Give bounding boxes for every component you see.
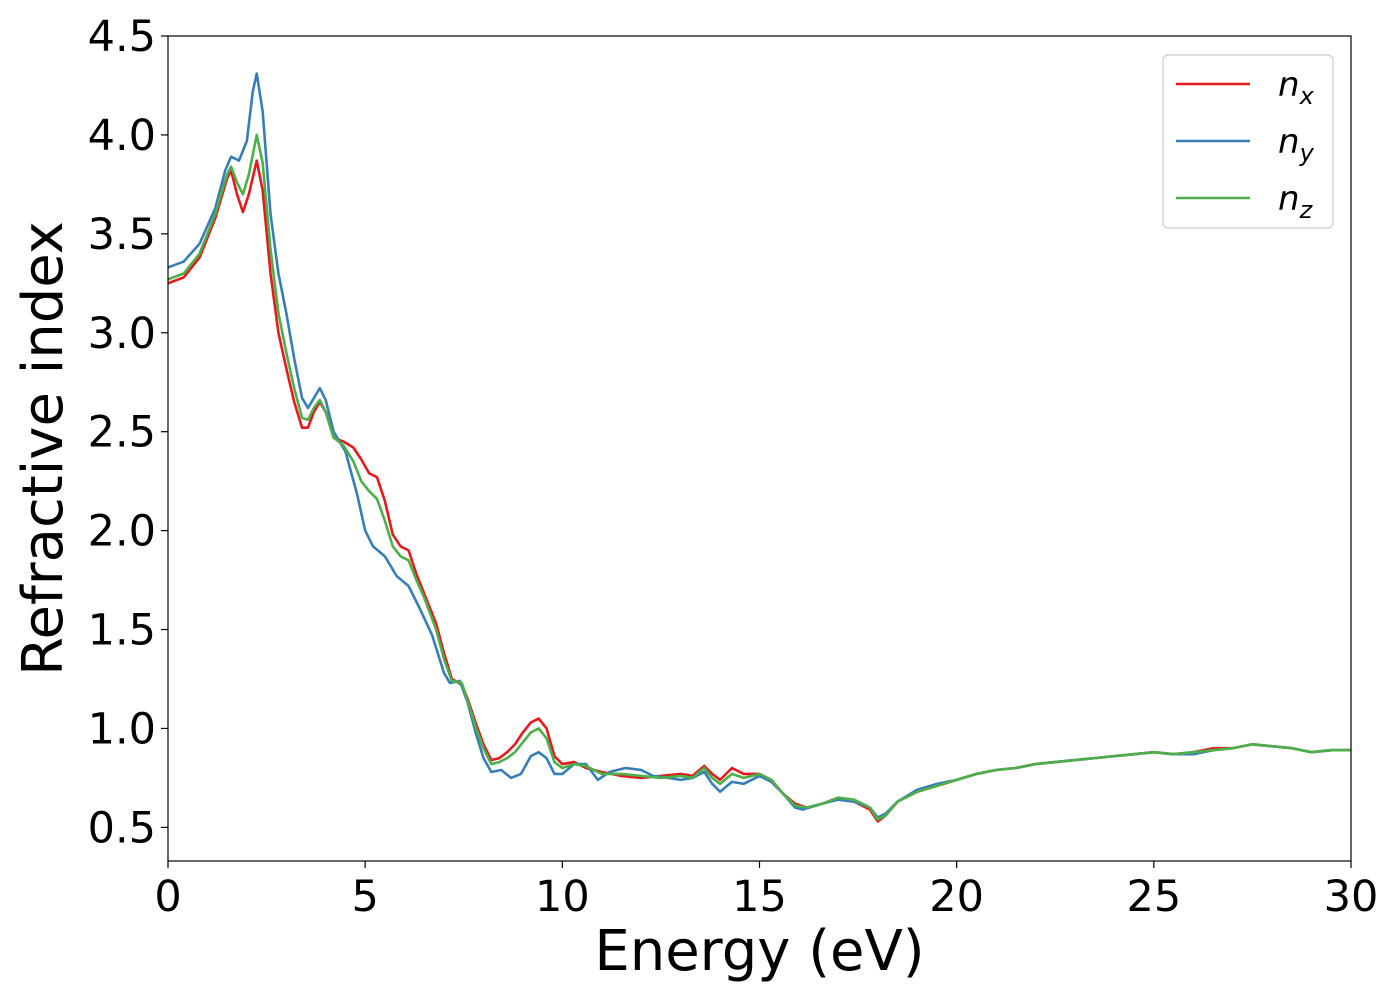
y-tick-label: 2.5 xyxy=(88,408,156,458)
y-tick-label: 1.0 xyxy=(88,704,156,754)
legend-label-ny: ny xyxy=(1278,122,1315,167)
x-tick-label: 20 xyxy=(929,872,984,922)
x-tick-label: 15 xyxy=(732,872,787,922)
x-axis: 0 5 10 15 20 25 30 xyxy=(154,861,1378,922)
series-line-nz xyxy=(167,133,1351,821)
series-layer xyxy=(167,72,1351,823)
y-axis-title: Refractive index xyxy=(11,221,76,676)
y-tick-label: 2.0 xyxy=(88,507,156,557)
x-tick-label: 30 xyxy=(1324,872,1379,922)
y-tick-label: 4.5 xyxy=(88,12,156,62)
x-tick-label: 0 xyxy=(154,872,181,922)
y-tick-label: 1.5 xyxy=(88,606,156,656)
y-tick-label: 3.0 xyxy=(88,309,156,359)
y-tick-label: 0.5 xyxy=(88,803,156,853)
legend-subscript: x xyxy=(1299,82,1315,110)
plot-area xyxy=(168,36,1351,861)
x-tick-label: 5 xyxy=(351,872,378,922)
legend-subscript: z xyxy=(1299,196,1314,224)
legend-subscript: y xyxy=(1299,139,1315,167)
y-tick-label: 3.5 xyxy=(88,210,156,260)
x-tick-label: 25 xyxy=(1126,872,1181,922)
y-axis: 0.5 1.0 1.5 2.0 2.5 3.0 3.5 4.0 4.5 xyxy=(88,12,168,853)
y-tick-label: 4.0 xyxy=(88,111,156,161)
x-axis-title: Energy (eV) xyxy=(594,919,924,984)
x-tick-label: 10 xyxy=(535,872,590,922)
